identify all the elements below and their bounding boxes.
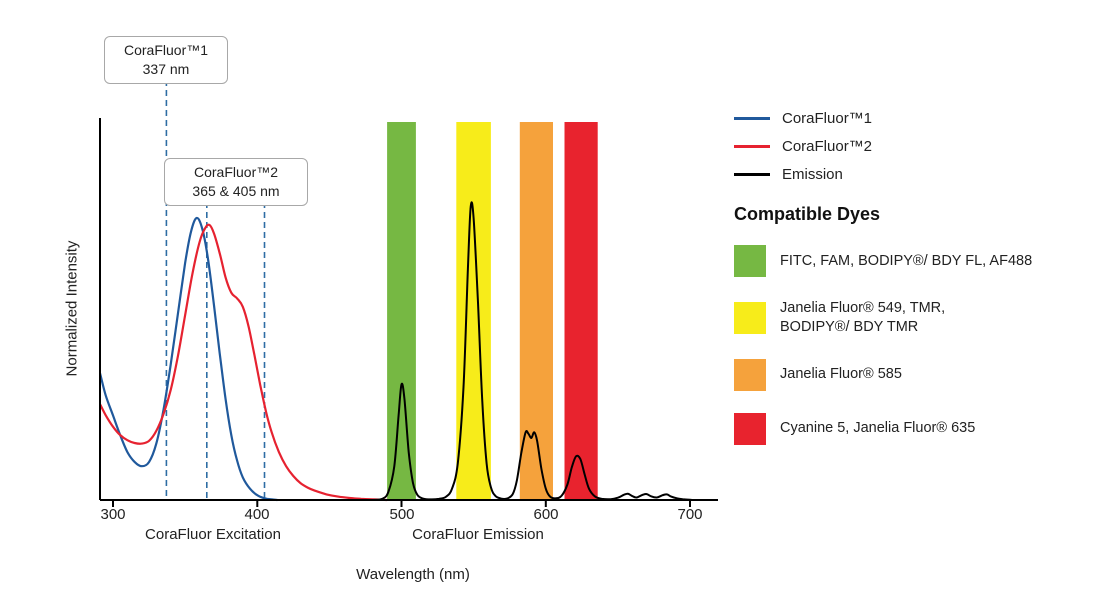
dye-label-red: Cyanine 5, Janelia Fluor® 635 [780,420,976,437]
corafluor1-excitation-curve [98,216,278,502]
red-filter-band [564,122,598,500]
dye-label-green: FITC, FAM, BODIPY®/ BDY FL, AF488 [780,252,1033,269]
x-tick-label: 600 [533,506,559,523]
red-dye-swatch [734,412,766,445]
spectra-chart [98,80,718,507]
x-axis-label: Wavelength (nm) [356,566,470,583]
dye-item-orange: Janelia Fluor® 585 [734,358,1106,391]
annotation-corafluor1-wavelength: 337 nm [142,60,190,77]
corafluor1-line-swatch [734,116,770,120]
green-filter-band [387,122,416,500]
annotation-corafluor2-name: CoraFluor™2 [193,164,279,180]
dye-item-red: Cyanine 5, Janelia Fluor® 635 [734,412,1106,445]
legend-label-corafluor2: CoraFluor™2 [782,137,873,155]
dye-label-orange: Janelia Fluor® 585 [780,366,902,383]
green-dye-swatch [734,245,766,277]
annotation-corafluor1: CoraFluor™1 337 nm [104,36,228,84]
x-section-label-excitation: CoraFluor Excitation [145,526,281,543]
legend-item-corafluor1: CoraFluor™1 [734,104,1106,132]
orange-dye-swatch [734,358,766,391]
legend-series-list: CoraFluor™1 CoraFluor™2 Emission [734,104,1106,188]
legend-label-emission: Emission [782,165,843,183]
annotation-corafluor1-name: CoraFluor™1 [123,42,209,58]
dye-label-yellow: Janelia Fluor® 549, TMR, BODIPY®/ BDY TM… [780,300,946,335]
y-axis-label: Normalized Intensity [63,240,81,377]
x-tick-label: 400 [244,506,270,523]
corafluor2-excitation-curve [99,223,388,502]
chart-legend: CoraFluor™1 CoraFluor™2 Emission Compati… [734,104,1106,467]
compatible-dyes-heading: Compatible Dyes [734,204,881,224]
legend-item-corafluor2: CoraFluor™2 [734,132,1106,160]
annotation-corafluor2-wavelength: 365 & 405 nm [192,182,280,199]
emission-line-swatch [734,172,770,176]
x-tick-label: 500 [389,506,415,523]
dye-item-green: FITC, FAM, BODIPY®/ BDY FL, AF488 [734,245,1106,277]
annotation-corafluor2: CoraFluor™2 365 & 405 nm [164,158,308,206]
corafluor2-line-swatch [734,144,770,148]
legend-item-emission: Emission [734,160,1106,188]
x-axis-tick-labels: 300 400 500 600 700 [0,506,730,526]
orange-filter-band [519,122,553,500]
x-tick-label: 300 [100,506,126,523]
legend-label-corafluor1: CoraFluor™1 [782,109,873,127]
yellow-dye-swatch [734,301,766,334]
x-tick-label: 700 [677,506,703,523]
compatible-dyes-list: FITC, FAM, BODIPY®/ BDY FL, AF488 Janeli… [734,245,1106,445]
dye-item-yellow: Janelia Fluor® 549, TMR, BODIPY®/ BDY TM… [734,299,1106,337]
x-section-label-emission: CoraFluor Emission [412,526,544,543]
